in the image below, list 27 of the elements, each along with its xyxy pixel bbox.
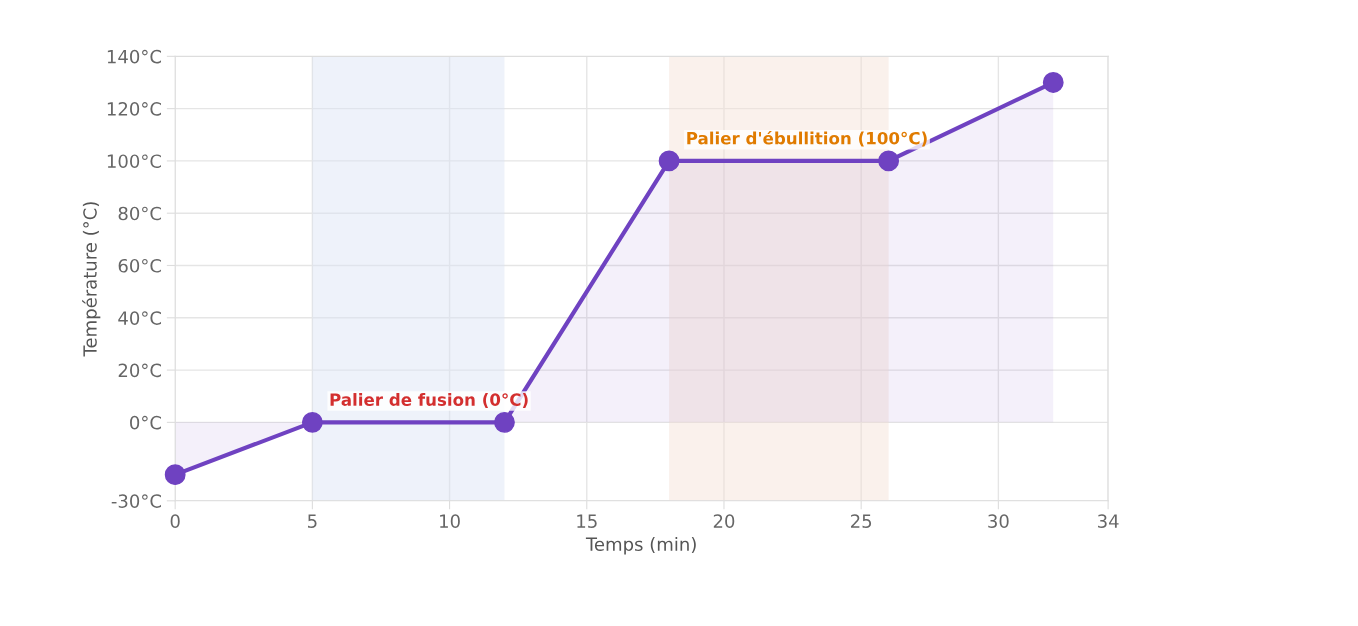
x-tick-label: 5	[308, 514, 317, 528]
x-tick-label: 20	[713, 514, 735, 528]
x-tick-label: 34	[1098, 514, 1119, 528]
y-tick-label: 120°C	[107, 102, 162, 116]
y-tick-label: 80°C	[118, 206, 162, 221]
x-tick-label: 25	[851, 514, 872, 528]
point	[494, 411, 515, 433]
x-tick-label: 10	[440, 514, 460, 528]
point	[301, 411, 323, 433]
x-tick-label: 30	[988, 514, 1009, 528]
y-tick-label: 140°C	[107, 49, 162, 64]
y-tick-label: 100°C	[107, 154, 162, 169]
y-tick-label: 60°C	[118, 258, 162, 273]
point	[1042, 72, 1064, 93]
x-tick-label: 0	[170, 514, 180, 528]
y-tick-label: 20°C	[118, 363, 162, 378]
band-label: Palier de fusion (0°C)	[330, 393, 528, 408]
y-tick-label: -30°C	[111, 494, 162, 508]
point	[164, 464, 186, 486]
y-tick-label: 0°C	[130, 415, 162, 430]
band-label: Palier d'ébullition (100°C)	[687, 130, 927, 147]
point	[878, 150, 900, 172]
y-tick-label: 40°C	[118, 311, 162, 325]
x-axis-title: Temps (min)	[585, 537, 696, 555]
point	[658, 150, 680, 172]
x-tick-label: 15	[577, 514, 597, 528]
y-axis-title: Température (°C)	[82, 202, 101, 357]
